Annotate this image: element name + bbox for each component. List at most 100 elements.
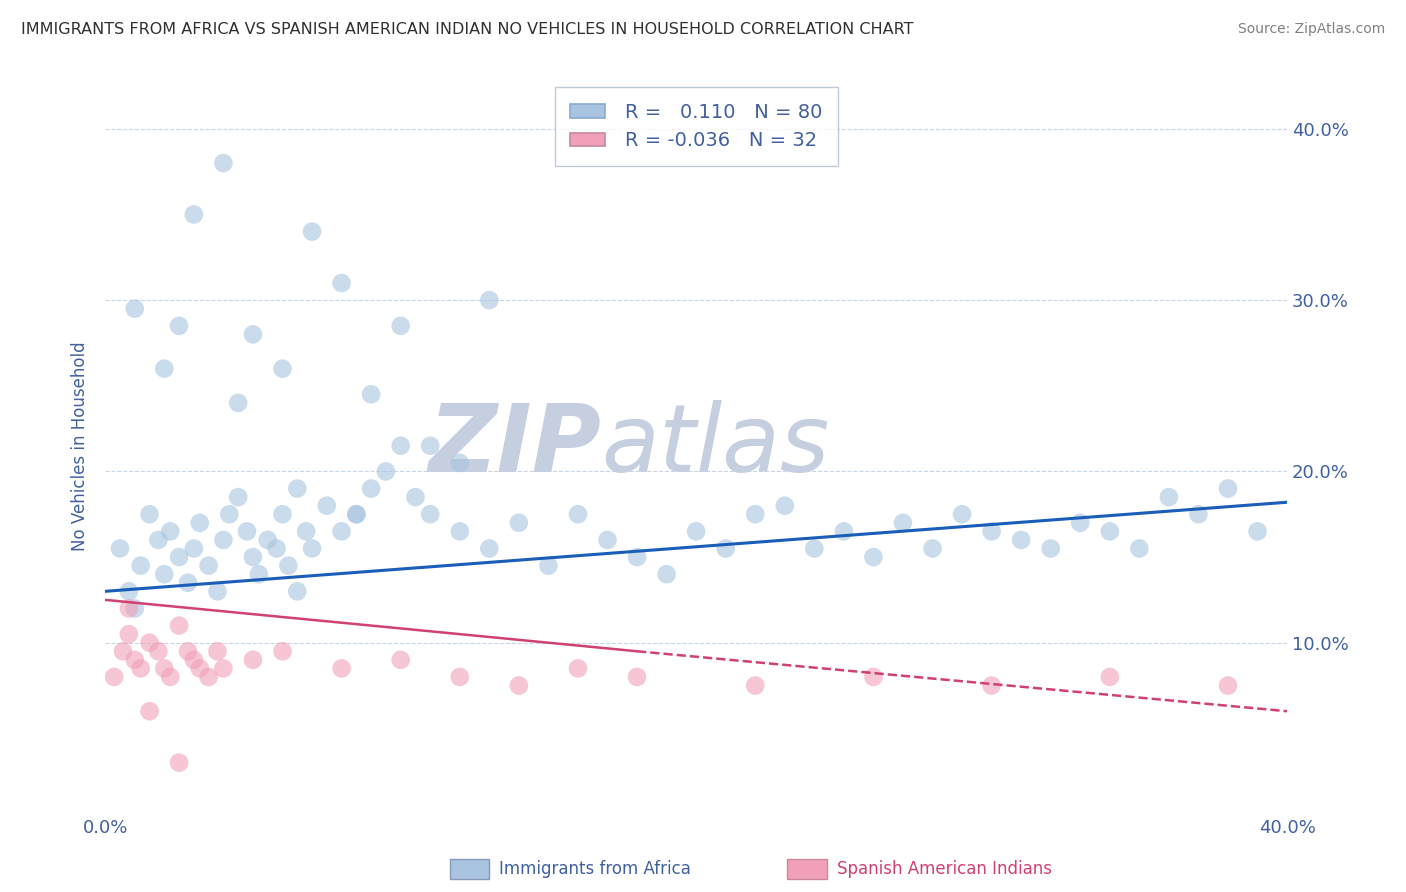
Point xyxy=(330,276,353,290)
Point xyxy=(360,482,382,496)
Point xyxy=(1128,541,1150,556)
Point xyxy=(301,225,323,239)
Point xyxy=(344,507,367,521)
Point xyxy=(596,533,619,547)
Point xyxy=(389,439,412,453)
Point xyxy=(344,507,367,521)
Point xyxy=(177,644,200,658)
Point xyxy=(124,653,146,667)
Text: IMMIGRANTS FROM AFRICA VS SPANISH AMERICAN INDIAN NO VEHICLES IN HOUSEHOLD CORRE: IMMIGRANTS FROM AFRICA VS SPANISH AMERIC… xyxy=(21,22,914,37)
Point xyxy=(271,361,294,376)
Text: ZIP: ZIP xyxy=(429,400,602,491)
Point xyxy=(218,507,240,521)
Point xyxy=(212,156,235,170)
Point xyxy=(226,396,249,410)
Point xyxy=(129,661,152,675)
Point xyxy=(129,558,152,573)
Point xyxy=(714,541,737,556)
Point xyxy=(449,524,471,539)
Point xyxy=(285,482,308,496)
Point xyxy=(744,679,766,693)
Point xyxy=(183,541,205,556)
Point xyxy=(285,584,308,599)
Point xyxy=(1039,541,1062,556)
Point xyxy=(153,361,176,376)
Point xyxy=(980,524,1002,539)
Point xyxy=(508,679,530,693)
Point xyxy=(159,524,181,539)
Point xyxy=(118,627,141,641)
Point xyxy=(626,670,648,684)
Point xyxy=(301,541,323,556)
Point xyxy=(330,661,353,675)
Point xyxy=(167,318,190,333)
Point xyxy=(183,207,205,221)
Point xyxy=(197,670,219,684)
Point xyxy=(330,524,353,539)
Point xyxy=(419,507,441,521)
Point xyxy=(118,584,141,599)
Point xyxy=(256,533,278,547)
Point xyxy=(271,644,294,658)
Point xyxy=(773,499,796,513)
Point xyxy=(389,318,412,333)
Point xyxy=(389,653,412,667)
Point xyxy=(360,387,382,401)
Point xyxy=(1157,490,1180,504)
Point xyxy=(159,670,181,684)
Point xyxy=(153,567,176,582)
Point xyxy=(124,601,146,615)
Point xyxy=(1010,533,1032,547)
Point xyxy=(167,756,190,770)
Point xyxy=(247,567,270,582)
Point xyxy=(374,464,396,478)
Point xyxy=(862,550,884,565)
Point xyxy=(685,524,707,539)
Point xyxy=(1216,482,1239,496)
Point xyxy=(419,439,441,453)
Point xyxy=(980,679,1002,693)
Point xyxy=(183,653,205,667)
Point xyxy=(1098,524,1121,539)
Point xyxy=(478,541,501,556)
Point xyxy=(118,601,141,615)
Point xyxy=(921,541,943,556)
Point xyxy=(188,661,211,675)
Point xyxy=(950,507,973,521)
Point xyxy=(271,507,294,521)
Point xyxy=(111,644,134,658)
Point xyxy=(124,301,146,316)
Point xyxy=(242,653,264,667)
Point xyxy=(1187,507,1209,521)
Text: Source: ZipAtlas.com: Source: ZipAtlas.com xyxy=(1237,22,1385,37)
Point xyxy=(197,558,219,573)
Point xyxy=(167,550,190,565)
Point xyxy=(108,541,131,556)
Point xyxy=(236,524,259,539)
Point xyxy=(567,661,589,675)
Point xyxy=(103,670,125,684)
Point xyxy=(626,550,648,565)
Point xyxy=(508,516,530,530)
Text: Immigrants from Africa: Immigrants from Africa xyxy=(499,860,690,878)
Point xyxy=(242,550,264,565)
Point xyxy=(1216,679,1239,693)
Point xyxy=(148,533,170,547)
Point xyxy=(212,661,235,675)
Point xyxy=(655,567,678,582)
Point xyxy=(744,507,766,521)
Point xyxy=(832,524,855,539)
Point xyxy=(266,541,288,556)
Point xyxy=(567,507,589,521)
Point xyxy=(277,558,299,573)
Point xyxy=(891,516,914,530)
Point xyxy=(177,575,200,590)
Point xyxy=(242,327,264,342)
Point xyxy=(207,644,229,658)
Point xyxy=(478,293,501,307)
Point xyxy=(226,490,249,504)
Point xyxy=(138,507,160,521)
Y-axis label: No Vehicles in Household: No Vehicles in Household xyxy=(72,341,89,550)
Point xyxy=(1069,516,1091,530)
Point xyxy=(138,704,160,718)
